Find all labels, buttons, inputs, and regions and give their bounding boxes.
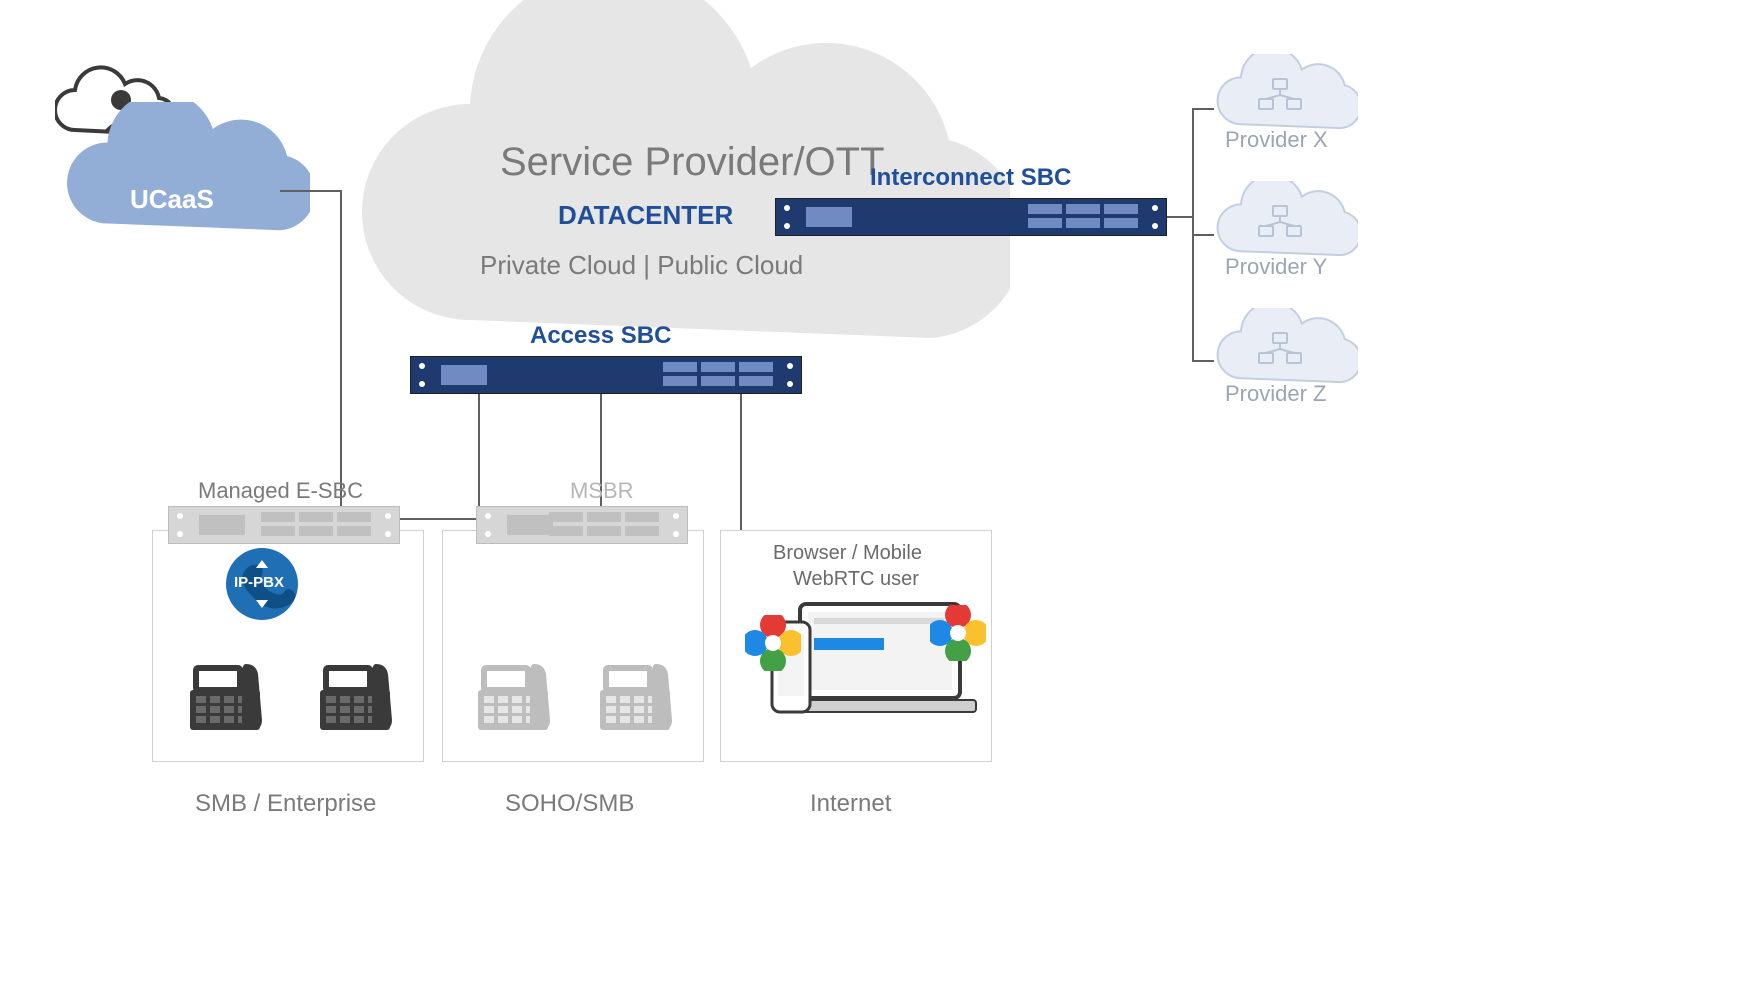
- rack-slot: [1066, 204, 1100, 214]
- rack-screw: [385, 531, 391, 537]
- rack-slot: [1104, 204, 1138, 214]
- rack-slots: [549, 512, 659, 536]
- panel-soho-smb-phone-1: [590, 650, 680, 740]
- rack-slots: [1028, 204, 1138, 228]
- provider-2-label: Provider Z: [1225, 381, 1326, 407]
- rack-slot: [739, 362, 773, 372]
- rack-slot-row: [261, 512, 371, 522]
- rack-slots: [663, 362, 773, 386]
- rack-slot: [625, 526, 659, 536]
- rack-slot: [299, 512, 333, 522]
- panel-internet-browser-sub: WebRTC user: [793, 568, 919, 591]
- rack-slot: [299, 526, 333, 536]
- provider-1-net-icon: [1255, 204, 1305, 240]
- rack-slot-row: [549, 512, 659, 522]
- rack-screw: [485, 513, 491, 519]
- panel-soho-smb-edge-device: [476, 506, 688, 544]
- rack-indicator: [806, 207, 852, 227]
- rack-slot: [1028, 204, 1062, 214]
- rack-screw: [787, 381, 793, 387]
- provider-0-net-icon: [1255, 77, 1305, 113]
- rack-slot: [663, 376, 697, 386]
- connector-line: [478, 392, 480, 518]
- datacenter-subtitle: DATACENTER: [558, 200, 733, 231]
- datacenter-clouds: Private Cloud | Public Cloud: [480, 250, 803, 281]
- rack-screw: [1152, 223, 1158, 229]
- connector-line: [740, 392, 742, 530]
- rack-screw: [1152, 205, 1158, 211]
- panel-internet-browser-title: Browser / Mobile: [773, 542, 922, 565]
- panel-soho-smb-header: MSBR: [570, 478, 634, 504]
- rack-indicator: [199, 515, 245, 535]
- interconnect-sbc-label: Interconnect SBC: [870, 164, 1071, 192]
- panel-internet-caption: Internet: [810, 790, 891, 818]
- panel-smb-ent-caption: SMB / Enterprise: [195, 790, 376, 818]
- rack-indicator: [441, 365, 487, 385]
- rack-screw: [787, 363, 793, 369]
- rack-screw: [784, 205, 790, 211]
- panel-smb-ent-ippbx-label: IP-PBX: [234, 574, 284, 591]
- rack-slot: [337, 512, 371, 522]
- rack-screw: [784, 223, 790, 229]
- rack-slot: [663, 362, 697, 372]
- rack-slot: [549, 512, 583, 522]
- connector-line: [340, 200, 342, 518]
- rack-slot: [625, 512, 659, 522]
- rack-screw: [419, 363, 425, 369]
- provider-1-label: Provider Y: [1225, 254, 1327, 280]
- rack-slot-row: [261, 526, 371, 536]
- rack-screw: [673, 513, 679, 519]
- panel-smb-ent-edge-device: [168, 506, 400, 544]
- rack-slot: [261, 526, 295, 536]
- rack-slot: [587, 512, 621, 522]
- panel-smb-ent-header: Managed E-SBC: [198, 478, 363, 504]
- rack-slot-row: [663, 362, 773, 372]
- connector-line: [398, 518, 478, 520]
- rack-slot-row: [663, 376, 773, 386]
- rack-screw: [177, 513, 183, 519]
- interconnect-sbc-rack: [775, 198, 1167, 236]
- access-sbc-label: Access SBC: [530, 322, 671, 350]
- rack-slot: [1066, 218, 1100, 228]
- rack-slot: [337, 526, 371, 536]
- provider-2-net-icon: [1255, 331, 1305, 367]
- provider-0-label: Provider X: [1225, 127, 1328, 153]
- rack-slot-row: [549, 526, 659, 536]
- panel-internet-webrtc-badge-0: [745, 615, 801, 671]
- rack-slot-row: [1028, 218, 1138, 228]
- rack-slot: [1104, 218, 1138, 228]
- connector-line: [1165, 216, 1192, 218]
- panel-internet-webrtc-badge-1: [930, 605, 986, 661]
- rack-slot: [701, 376, 735, 386]
- panel-smb-ent-phone-1: [310, 650, 400, 740]
- rack-screw: [419, 381, 425, 387]
- rack-screw: [673, 531, 679, 537]
- connector-line: [280, 190, 340, 192]
- connector-line: [340, 190, 342, 200]
- datacenter-title: Service Provider/OTT: [500, 140, 885, 185]
- access-sbc-rack: [410, 356, 802, 394]
- rack-slots: [261, 512, 371, 536]
- rack-indicator: [507, 515, 553, 535]
- rack-slot: [739, 376, 773, 386]
- rack-screw: [385, 513, 391, 519]
- rack-slot: [587, 526, 621, 536]
- rack-slot: [1028, 218, 1062, 228]
- ucaas-label: UCaaS: [130, 184, 214, 215]
- rack-slot: [701, 362, 735, 372]
- rack-screw: [485, 531, 491, 537]
- rack-slot-row: [1028, 204, 1138, 214]
- panel-soho-smb-phone-0: [468, 650, 558, 740]
- rack-slot: [261, 512, 295, 522]
- panel-soho-smb-caption: SOHO/SMB: [505, 790, 634, 818]
- panel-smb-ent-phone-0: [180, 650, 270, 740]
- rack-slot: [549, 526, 583, 536]
- rack-screw: [177, 531, 183, 537]
